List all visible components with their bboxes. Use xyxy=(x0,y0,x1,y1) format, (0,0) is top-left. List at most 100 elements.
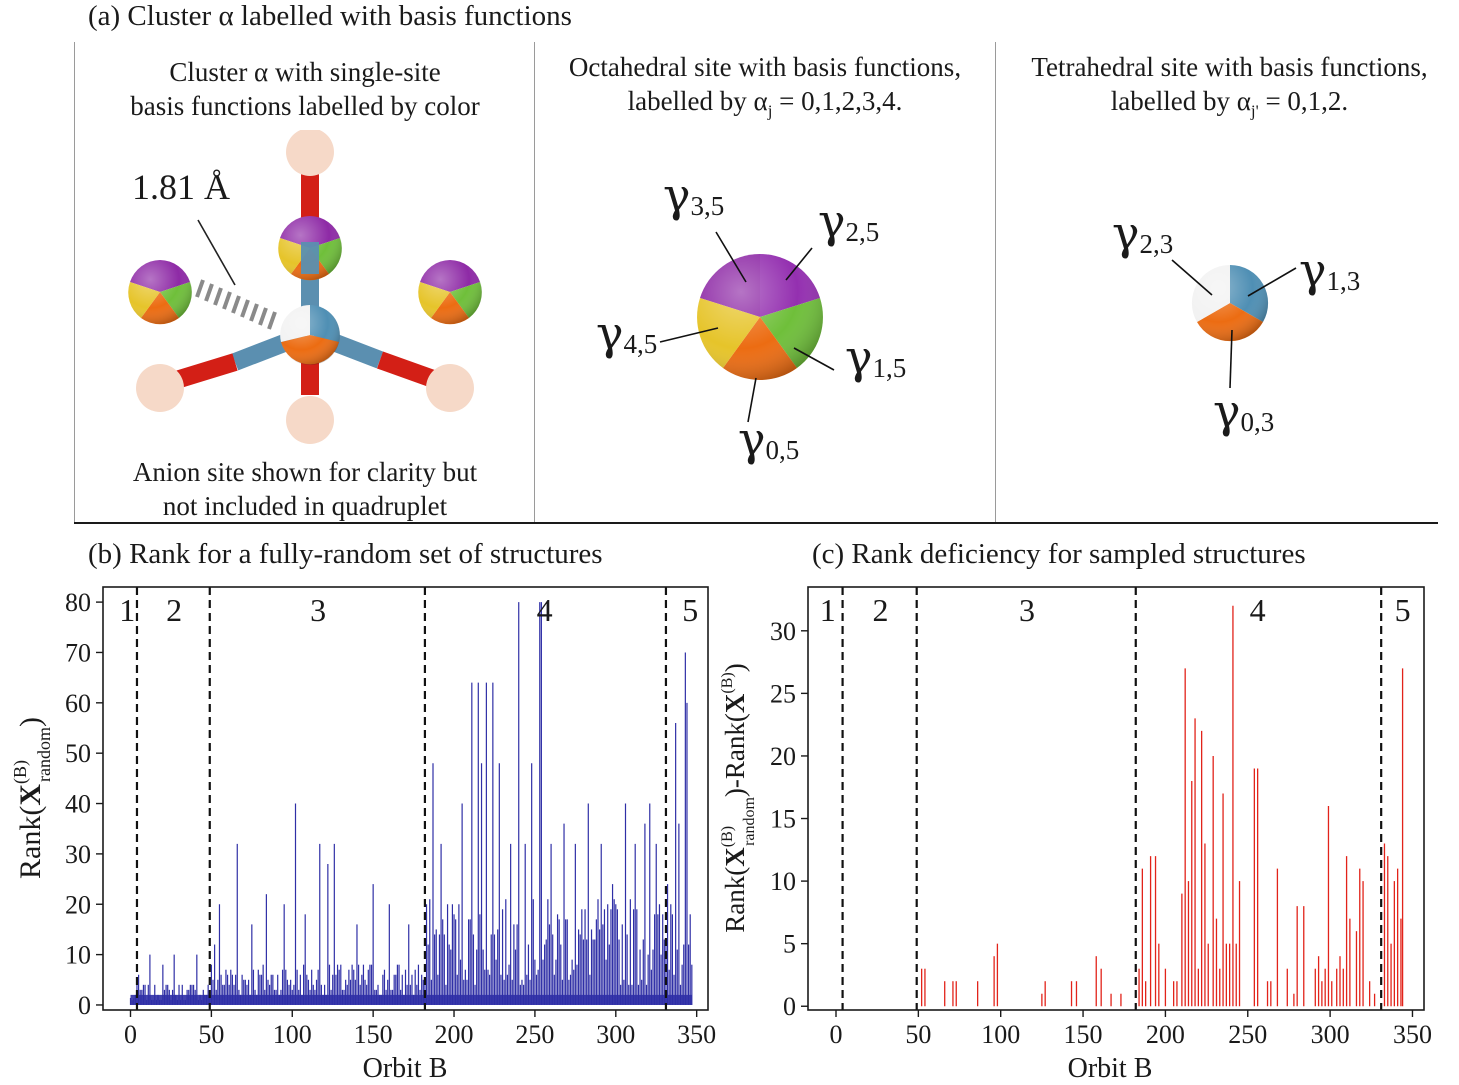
chart-b-xtick-label: 300 xyxy=(596,1020,635,1049)
chart-b-ytick-label: 40 xyxy=(65,790,91,819)
chart-b-region-label: 1 xyxy=(119,592,135,628)
chart-b-xtick-label: 50 xyxy=(198,1020,224,1049)
chart-c-xtick-label: 50 xyxy=(905,1020,931,1049)
cluster-caption-line1: Cluster α with single-site xyxy=(169,57,441,87)
svg-text:Rank(X(B)random): Rank(X(B) random) xyxy=(10,717,54,879)
cluster-diagram xyxy=(128,130,482,444)
octahedral-site-left xyxy=(128,260,192,325)
label-gamma-3-5: γ3,5 xyxy=(663,168,725,222)
anion-note-line1: Anion site shown for clarity but xyxy=(132,457,478,487)
chart-b-ytick-label: 80 xyxy=(65,588,91,617)
dashed-bond xyxy=(195,279,277,330)
tetrahedral-site-diagram xyxy=(1171,259,1297,389)
chart-c-region-label: 4 xyxy=(1250,592,1266,628)
chart-c-xtick-label: 0 xyxy=(830,1020,843,1049)
chart-c-xtick-label: 100 xyxy=(981,1020,1020,1049)
chart-c-xlabel: Orbit B xyxy=(1068,1053,1153,1084)
chart-c-frame xyxy=(807,586,1425,1011)
tetrahedral-leader-lines xyxy=(1171,259,1297,389)
chart-b-ytick-label: 60 xyxy=(65,689,91,718)
anion-site-bottom xyxy=(286,396,334,444)
chart-b-xtick-label: 150 xyxy=(354,1020,393,1049)
chart-b-ytick-label: 30 xyxy=(65,840,91,869)
chart-c-xticks: 0 50 100 150 200 250 300 350 xyxy=(830,1010,1432,1049)
label-gamma-0-3: γ0,3 xyxy=(1213,384,1275,438)
chart-c-title: (c) Rank deficiency for sampled structur… xyxy=(812,538,1306,570)
octahedral-caption-line2: labelled by αj = 0,1,2,3,4. xyxy=(627,86,903,121)
octahedral-site-right xyxy=(418,260,482,325)
chart-b-dividers xyxy=(135,587,668,1010)
label-gamma-0-5: γ0,5 xyxy=(738,412,800,466)
chart-c-region-label: 1 xyxy=(820,592,836,628)
chart-b-ytick-label: 50 xyxy=(65,739,91,768)
anion-site-top xyxy=(286,130,334,176)
chart-b-xlabel: Orbit B xyxy=(363,1053,448,1084)
chart-b-region-label: 4 xyxy=(537,592,553,628)
octahedral-sphere xyxy=(697,254,823,381)
chart-b-ylabel: Rank(X(B) random) xyxy=(10,717,54,879)
cluster-caption-line2: basis functions labelled by color xyxy=(130,91,480,121)
chart-c-xtick-label: 150 xyxy=(1064,1020,1103,1049)
tetrahedral-caption-line1: Tetrahedral site with basis functions, xyxy=(1031,52,1428,82)
chart-c-yticks: 0 5 10 15 20 25 30 xyxy=(770,617,808,1021)
panel-a-heading: (a) Cluster α labelled with basis functi… xyxy=(88,0,572,32)
panel-separator xyxy=(74,522,1438,524)
octahedral-leader-lines xyxy=(659,231,835,423)
chart-c-dividers xyxy=(841,587,1383,1010)
chart-c-ytick-label: 30 xyxy=(770,617,796,646)
panel-a-left-border xyxy=(74,42,75,522)
chart-c-ytick-label: 10 xyxy=(770,867,796,896)
chart-b-region-label: 2 xyxy=(166,592,182,628)
chart-c-ytick-label: 15 xyxy=(770,805,796,834)
chart-b-xtick-label: 0 xyxy=(124,1020,137,1049)
chart-c-ytick-label: 20 xyxy=(770,742,796,771)
chart-b-xtick-label: 250 xyxy=(515,1020,554,1049)
chart-b-title: (b) Rank for a fully-random set of struc… xyxy=(88,538,603,570)
central-tetrahedral-site xyxy=(280,305,340,365)
chart-c-bars xyxy=(920,605,1404,1007)
chart-b-bars xyxy=(129,602,693,1005)
chart-c-region-label: 2 xyxy=(872,592,888,628)
chart-b-xticks: 0 50 100 150 200 250 300 350 xyxy=(124,1010,716,1049)
chart-b-region-label: 5 xyxy=(682,592,698,628)
label-gamma-1-3: γ1,3 xyxy=(1299,243,1361,297)
chart-b-region-label: 3 xyxy=(310,592,326,628)
octahedral-site-diagram xyxy=(659,231,835,423)
chart-c-ytick-label: 0 xyxy=(783,992,796,1021)
octahedral-caption-line1: Octahedral site with basis functions, xyxy=(568,52,962,82)
chart-c-xtick-label: 250 xyxy=(1228,1020,1267,1049)
label-gamma-1-5: γ1,5 xyxy=(845,330,907,384)
panel-a-divider-2 xyxy=(995,42,996,522)
anion-site-left xyxy=(136,364,184,412)
chart-c-ylabel: Rank(X(B) random)-Rank(X(B)) xyxy=(720,663,758,932)
panel-a-divider-1 xyxy=(534,42,535,522)
tetrahedral-sphere xyxy=(1191,264,1269,342)
distance-label: 1.81 Å xyxy=(132,167,230,207)
chart-b-frame xyxy=(102,586,709,1011)
chart-b-ytick-label: 0 xyxy=(78,991,91,1020)
label-gamma-2-3: γ2,3 xyxy=(1112,206,1174,260)
chart-b-xtick-label: 100 xyxy=(273,1020,312,1049)
chart-b-xtick-label: 350 xyxy=(677,1020,716,1049)
chart-b-ytick-label: 10 xyxy=(65,941,91,970)
chart-c-xtick-label: 350 xyxy=(1393,1020,1432,1049)
chart-c-ytick-label: 25 xyxy=(770,679,796,708)
label-gamma-4-5: γ4,5 xyxy=(596,306,658,360)
chart-b-yticks: 0 10 20 30 40 50 60 70 80 xyxy=(65,588,103,1020)
chart-b-ytick-label: 70 xyxy=(65,638,91,667)
anion-note-line2: not included in quadruplet xyxy=(162,491,448,521)
chart-c-ytick-label: 5 xyxy=(783,930,796,959)
chart-b-xtick-label: 200 xyxy=(435,1020,474,1049)
leader-line xyxy=(197,219,236,286)
chart-c-region-label: 3 xyxy=(1019,592,1035,628)
chart-c-xtick-label: 200 xyxy=(1146,1020,1185,1049)
chart-c-xtick-label: 300 xyxy=(1311,1020,1350,1049)
svg-text:Rank(X(B)random)-Rank(X(B)): Rank(X(B) random)-Rank(X(B)) xyxy=(720,663,758,932)
chart-b-baseline-band xyxy=(130,994,692,1005)
chart-b-ytick-label: 20 xyxy=(65,890,91,919)
label-gamma-2-5: γ2,5 xyxy=(818,194,880,248)
